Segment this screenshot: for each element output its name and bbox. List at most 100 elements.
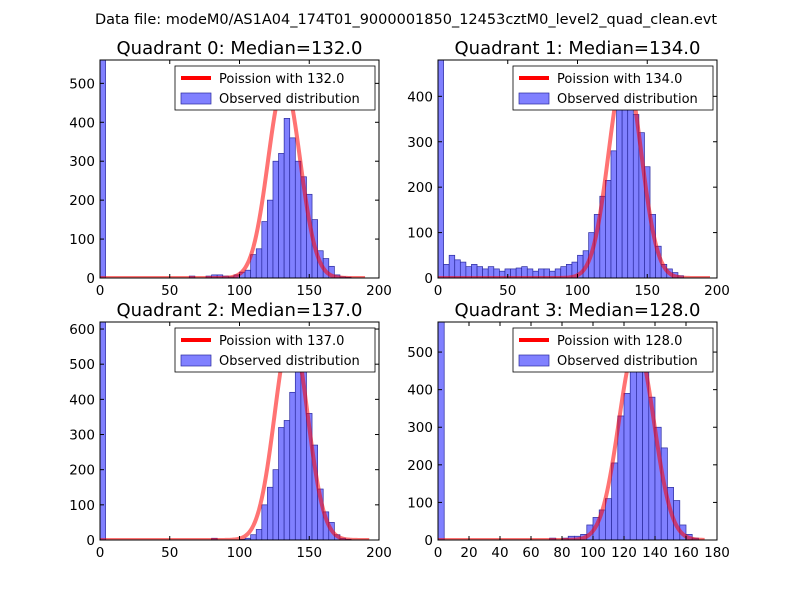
quadrant-3-title: Quadrant 3: Median=128.0 — [455, 300, 701, 321]
quadrant-0-xtick-label-2: 100 — [227, 283, 253, 299]
quadrant-0-bar-14 — [272, 160, 279, 278]
quadrant-1-title: Quadrant 1: Median=134.0 — [455, 38, 701, 59]
quadrant-2-xtick-label-1: 50 — [161, 545, 178, 561]
quadrant-2-legend-line-label: Poission with 137.0 — [219, 334, 344, 349]
quadrant-2-bar-5 — [255, 529, 263, 540]
quadrant-2-bar-8 — [272, 469, 279, 540]
quadrant-0-xtick-label-4: 200 — [366, 283, 392, 299]
quadrant-0-bar-0 — [100, 60, 106, 278]
quadrant-3-bar-9 — [605, 498, 612, 540]
quadrant-0-xtick-label-3: 150 — [296, 283, 322, 299]
quadrant-1-xtick-label-1: 50 — [499, 283, 516, 299]
quadrant-1-legend-line-label: Poission with 134.0 — [557, 72, 682, 87]
quadrant-0-legend: Poission with 132.0 Observed distribution — [174, 65, 376, 111]
quadrant-2-ytick-label-0: 0 — [86, 533, 95, 549]
quadrant-2-xtick-label-4: 200 — [366, 545, 392, 561]
quadrant-2-legend-bar-swatch — [180, 354, 212, 367]
quadrant-3-legend-line-label: Poission with 128.0 — [557, 334, 682, 349]
quadrant-1-ytick-label-1: 100 — [407, 226, 433, 242]
quadrant-1-legend: Poission with 134.0 Observed distribution — [512, 65, 714, 111]
quadrant-2-bar-11 — [289, 391, 296, 540]
quadrant-0-ytick-label-5: 500 — [69, 76, 95, 92]
quadrant-0-plot-area — [100, 60, 366, 278]
quadrant-1-ytick-label-4: 400 — [407, 89, 433, 105]
quadrant-2-bar-0 — [100, 322, 106, 540]
quadrant-2-bar-9 — [278, 427, 285, 540]
quadrant-2-bar-4 — [250, 534, 257, 540]
quadrant-0-bar-11 — [255, 248, 263, 278]
quadrant-2-xtick-label-0: 0 — [96, 545, 105, 561]
quadrant-1-xtick-label-2: 100 — [565, 283, 591, 299]
quadrant-1-bar-1 — [443, 264, 450, 278]
quadrant-0-xtick-label-0: 0 — [96, 283, 105, 299]
quadrant-2-panel: 0 50 100 150 200 0 100 200 300 400 500 600 Quadrant … — [69, 300, 392, 561]
quadrant-0-bar-13 — [267, 199, 274, 278]
quadrant-1-bar-2 — [448, 254, 456, 278]
quadrant-2-title: Quadrant 2: Median=137.0 — [117, 300, 363, 321]
quadrant-3-ytick-label-3: 300 — [407, 420, 433, 436]
quadrant-1-panel: 0 50 100 150 200 0 100 200 300 400 Quadrant 1: Med… — [407, 38, 730, 299]
quadrant-3-legend: Poission with 128.0 Observed distribution — [512, 327, 714, 373]
quadrant-3-ytick-label-0: 0 — [424, 533, 433, 549]
quadrant-3-xtick-label-6: 120 — [611, 545, 637, 561]
quadrant-3-panel: 0 20 40 60 80 100 120 140 160 180 0 100 200 300 400 500… — [407, 300, 730, 561]
figure-suptitle: Data file: modeM0/AS1A04_174T01_90000018… — [95, 12, 717, 28]
quadrant-2-legend: Poission with 137.0 Observed distribution — [174, 327, 376, 373]
quadrant-0-bar-17 — [289, 137, 296, 278]
quadrant-1-bar-33 — [621, 86, 629, 278]
quadrant-2-bar-12 — [294, 353, 302, 540]
quadrant-1-bar-3 — [454, 259, 461, 278]
quadrant-0-legend-line-label: Poission with 132.0 — [219, 72, 344, 87]
quadrant-2-plot-area — [100, 322, 370, 540]
quadrant-3-ytick-label-5: 500 — [407, 345, 433, 361]
quadrant-0-bar-9 — [244, 269, 252, 278]
quadrant-1-legend-bar-label: Observed distribution — [557, 92, 698, 107]
quadrant-2-ytick-label-4: 400 — [69, 392, 95, 408]
quadrant-2-xtick-label-3: 150 — [296, 545, 322, 561]
quadrant-2-ytick-label-6: 600 — [69, 322, 95, 338]
quadrant-0-legend-bar-swatch — [180, 92, 212, 105]
quadrant-2-ytick-label-1: 100 — [69, 498, 95, 514]
quadrant-0-fit-line — [100, 81, 366, 278]
quadrant-1-ytick-label-0: 0 — [424, 271, 433, 287]
quadrant-0-ytick-label-2: 200 — [69, 193, 95, 209]
quadrant-3-ytick-label-4: 400 — [407, 383, 433, 399]
quadrant-1-bar-31 — [610, 150, 617, 278]
quadrant-3-xtick-label-4: 80 — [553, 545, 570, 561]
quadrant-0-panel: 0 50 100 150 200 0 100 200 300 400 500 Quadrant 0: … — [69, 38, 392, 299]
quadrant-3-xtick-label-3: 60 — [522, 545, 539, 561]
quadrant-3-legend-bar-label: Observed distribution — [557, 354, 698, 369]
quadrant-0-legend-bar-label: Observed distribution — [219, 92, 360, 107]
quadrant-1-fit-line — [438, 67, 711, 278]
quadrant-3-axes-frame — [437, 321, 718, 541]
quadrant-0-xtick-label-1: 50 — [161, 283, 178, 299]
quadrant-3-legend-bar-swatch — [518, 354, 550, 367]
quadrant-2-fit-line — [100, 328, 370, 540]
quadrant-1-ytick-label-3: 300 — [407, 135, 433, 151]
quadrant-3-bar-10 — [611, 462, 619, 540]
quadrant-0-ytick-label-4: 400 — [69, 115, 95, 131]
quadrant-3-xtick-label-9: 180 — [704, 545, 730, 561]
quadrant-3-xtick-label-7: 140 — [642, 545, 668, 561]
quadrant-3-ytick-label-2: 200 — [407, 458, 433, 474]
quadrant-0-bar-15 — [278, 153, 285, 278]
quadrant-2-xtick-label-2: 100 — [227, 545, 253, 561]
quadrant-2-legend-bar-label: Observed distribution — [219, 354, 360, 369]
quadrant-1-bar-0 — [438, 60, 444, 278]
quadrant-1-legend-bar-swatch — [518, 92, 550, 105]
quadrant-1-bar-6 — [471, 264, 478, 278]
quadrant-2-bar-10 — [283, 420, 291, 540]
quadrant-3-bar-12 — [623, 393, 631, 540]
quadrant-1-xtick-label-3: 150 — [634, 283, 660, 299]
quadrant-0-ytick-label-3: 300 — [69, 154, 95, 170]
quadrant-3-xtick-label-0: 0 — [434, 545, 443, 561]
quadrant-3-xtick-label-1: 20 — [460, 545, 477, 561]
quadrant-3-xtick-label-2: 40 — [491, 545, 508, 561]
quadrant-1-bar-30 — [605, 180, 612, 278]
quadrant-0-bar-12 — [261, 221, 268, 278]
quadrant-0-bar-18 — [294, 160, 302, 278]
quadrant-3-ytick-label-1: 100 — [407, 495, 433, 511]
quadrant-0-ytick-label-1: 100 — [69, 232, 95, 248]
quadrant-1-ytick-label-2: 200 — [407, 180, 433, 196]
